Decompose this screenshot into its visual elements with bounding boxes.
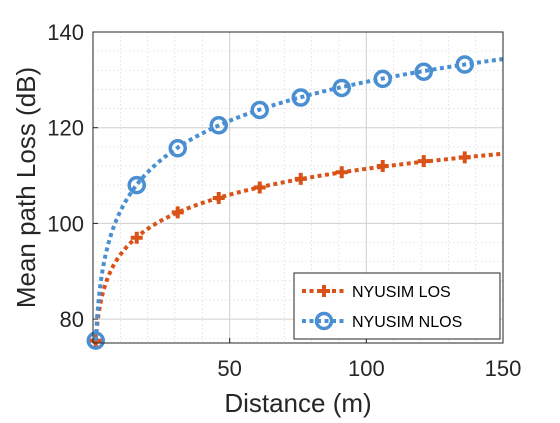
data-point — [414, 62, 433, 81]
data-point — [376, 159, 389, 172]
legend-label: NYUSIM LOS — [352, 284, 451, 301]
data-point — [209, 116, 228, 135]
data-point — [130, 231, 143, 244]
axes-box — [92, 31, 504, 344]
data-point — [458, 151, 471, 164]
data-point — [373, 69, 392, 89]
legend-label: NYUSIM NLOS — [352, 314, 462, 331]
x-tick-label: 100 — [348, 356, 385, 381]
series-nlos — [86, 55, 504, 350]
y-tick-label: 80 — [60, 307, 84, 332]
series-los — [89, 151, 504, 347]
data-point — [86, 331, 105, 350]
legend-marker — [318, 285, 330, 297]
legend-marker — [314, 311, 334, 331]
legend: NYUSIM LOS NYUSIM NLOS — [293, 272, 501, 340]
series-line — [93, 57, 504, 341]
y-tick-label: 100 — [47, 211, 84, 236]
data-point — [253, 181, 266, 194]
data-point — [455, 55, 474, 74]
data-point — [294, 172, 307, 185]
data-point — [212, 192, 225, 205]
data-point — [335, 166, 348, 179]
y-axis-title: Mean path Loss (dB) — [11, 67, 41, 308]
x-axis-title: Distance (m) — [224, 388, 371, 418]
data-point — [250, 100, 269, 120]
y-tick-label: 120 — [47, 116, 84, 141]
axes: 50 100 150 80 100 120 140 — [47, 20, 521, 381]
y-tick-label: 140 — [47, 20, 84, 45]
x-tick-label: 150 — [485, 356, 522, 381]
legend-item: NYUSIM LOS — [302, 284, 451, 301]
data-point — [171, 206, 184, 219]
data-point — [332, 78, 351, 98]
data-point — [127, 175, 146, 195]
x-tick-label: 50 — [217, 356, 241, 381]
legend-item: NYUSIM NLOS — [302, 311, 462, 331]
series-layer — [86, 55, 504, 350]
data-point — [291, 88, 310, 107]
data-point — [168, 139, 187, 158]
data-point — [417, 155, 430, 168]
